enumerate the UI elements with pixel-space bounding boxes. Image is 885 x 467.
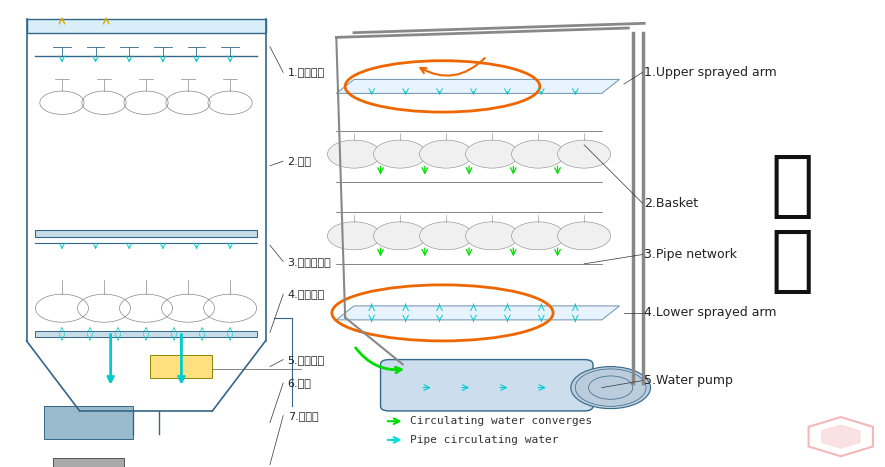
Circle shape bbox=[419, 140, 473, 168]
Text: 2.Basket: 2.Basket bbox=[644, 197, 698, 210]
Text: 5.Water pump: 5.Water pump bbox=[644, 374, 733, 387]
Text: 3.Pipe network: 3.Pipe network bbox=[644, 248, 737, 261]
FancyBboxPatch shape bbox=[381, 360, 593, 411]
Polygon shape bbox=[336, 306, 620, 320]
Circle shape bbox=[327, 140, 381, 168]
Circle shape bbox=[373, 140, 427, 168]
Text: 1.Upper sprayed arm: 1.Upper sprayed arm bbox=[644, 66, 777, 79]
Circle shape bbox=[571, 367, 650, 409]
Text: 2.噴杆: 2.噴杆 bbox=[288, 156, 312, 166]
Polygon shape bbox=[336, 79, 620, 93]
Polygon shape bbox=[821, 425, 860, 448]
Text: 1.上喘淋管: 1.上喘淋管 bbox=[288, 67, 325, 78]
Bar bbox=[53, 458, 124, 467]
Circle shape bbox=[419, 222, 473, 250]
Circle shape bbox=[558, 140, 611, 168]
Bar bbox=[44, 406, 133, 439]
Circle shape bbox=[558, 222, 611, 250]
Bar bbox=[35, 230, 257, 237]
Text: 4.Lower sprayed arm: 4.Lower sprayed arm bbox=[644, 306, 777, 319]
Circle shape bbox=[466, 222, 519, 250]
Circle shape bbox=[466, 140, 519, 168]
Bar bbox=[150, 355, 212, 378]
Circle shape bbox=[512, 140, 565, 168]
Text: 原
理: 原 理 bbox=[770, 152, 814, 296]
Bar bbox=[27, 19, 266, 33]
Circle shape bbox=[373, 222, 427, 250]
Text: 4.下喘淋喷: 4.下喘淋喷 bbox=[288, 289, 325, 299]
Text: 6.水泵: 6.水泵 bbox=[288, 378, 312, 388]
Bar bbox=[35, 331, 257, 337]
Circle shape bbox=[327, 222, 381, 250]
Circle shape bbox=[512, 222, 565, 250]
Text: 7.变频器: 7.变频器 bbox=[288, 410, 319, 421]
Text: Circulating water converges: Circulating water converges bbox=[410, 416, 592, 426]
Text: Pipe circulating water: Pipe circulating water bbox=[410, 435, 558, 445]
Text: 3.支架和拖架: 3.支架和拖架 bbox=[288, 256, 331, 267]
Text: 5.干燥风机: 5.干燥风机 bbox=[288, 354, 325, 365]
